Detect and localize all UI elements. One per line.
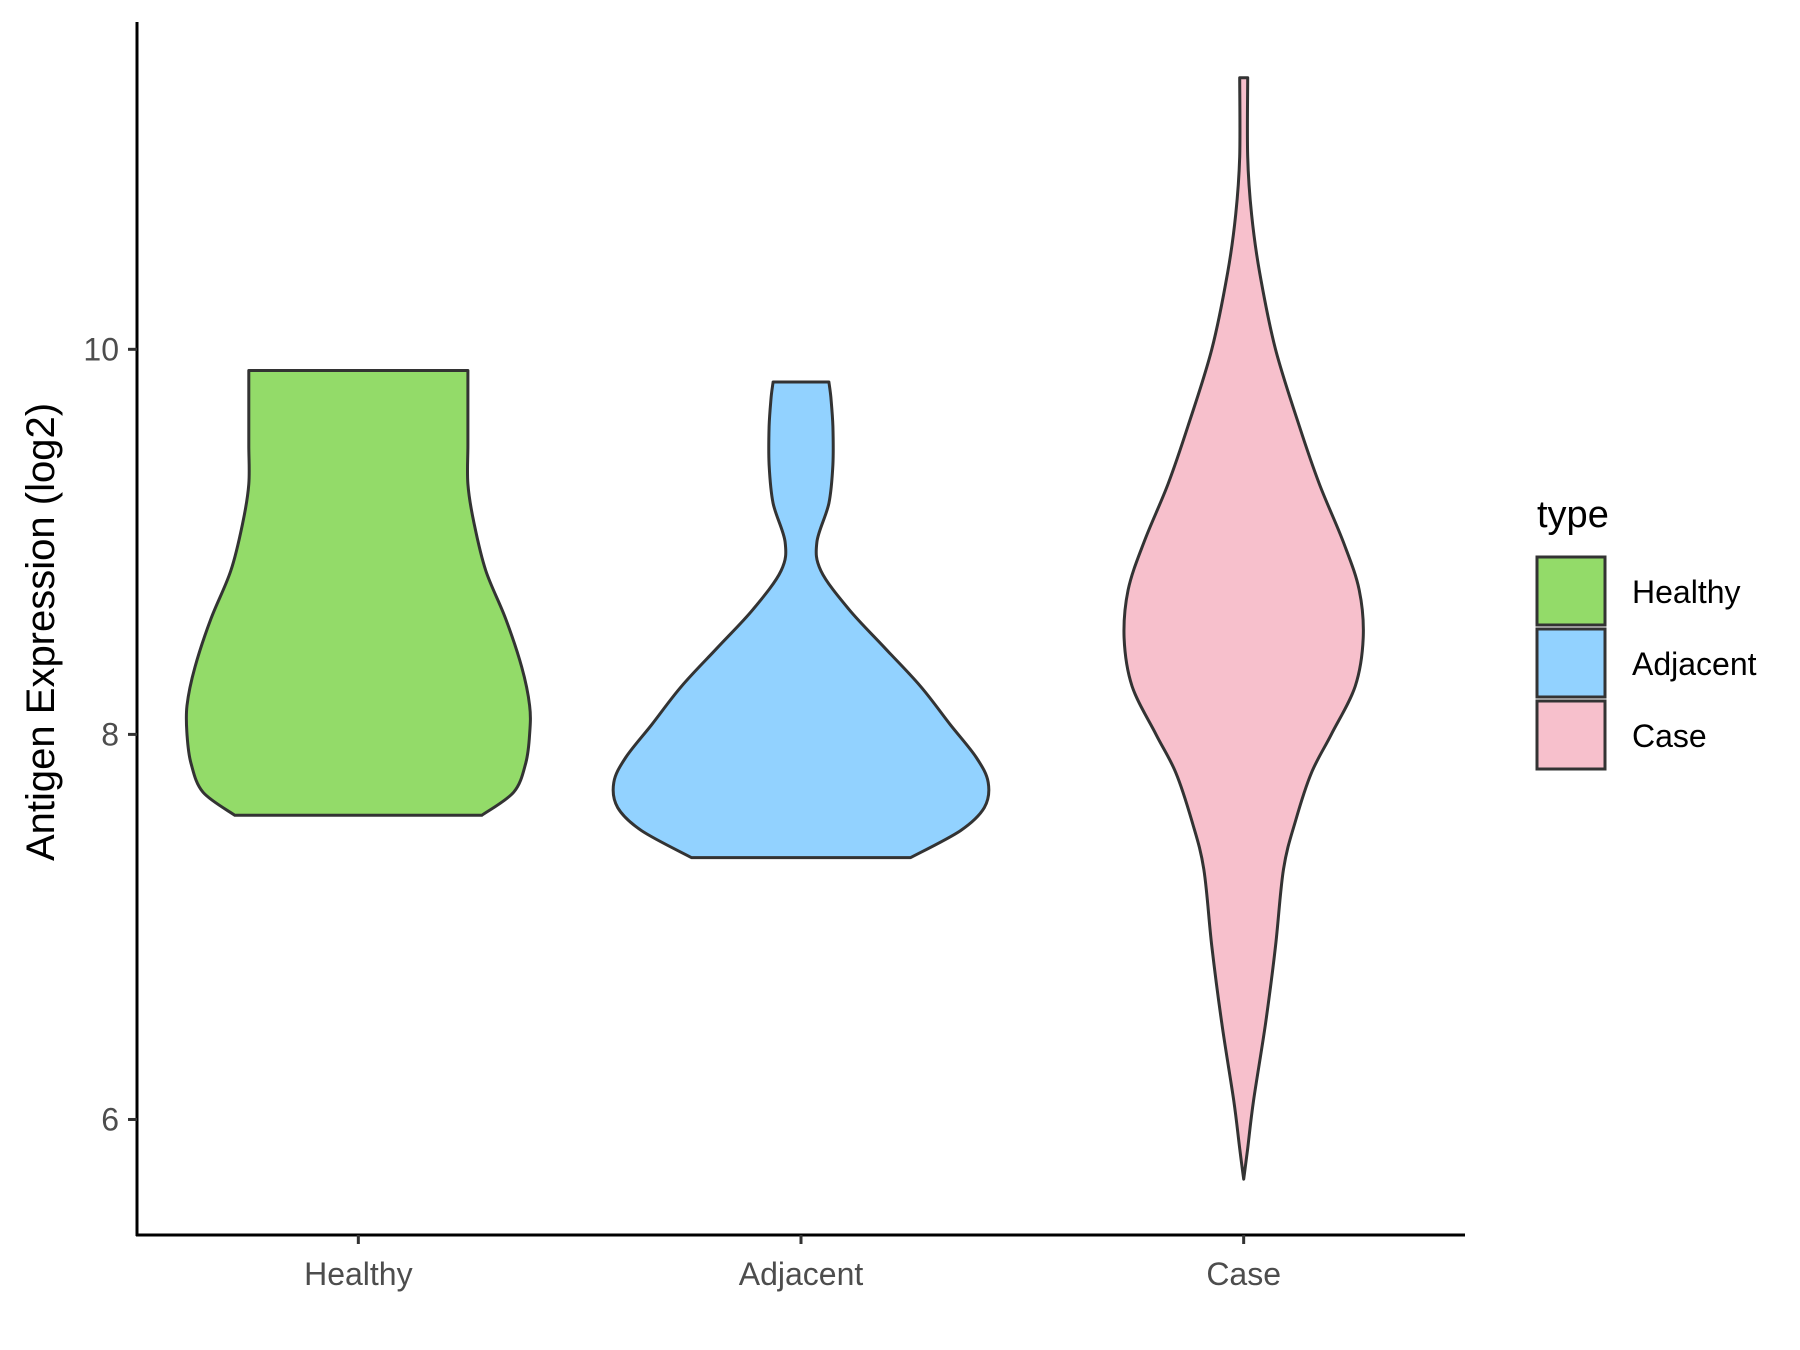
violin-healthy: [184, 369, 532, 817]
legend-key-healthy: [1535, 555, 1607, 627]
legend-entries: Healthy Adjacent Case: [1535, 555, 1757, 771]
x-axis-ticks: Healthy Adjacent Case: [304, 1235, 1281, 1292]
y-axis-title: Antigen Expression (log2): [19, 403, 63, 861]
legend-title: type: [1537, 494, 1609, 536]
y-axis-ticks: 6 8 10: [83, 331, 137, 1137]
legend-key-adjacent: [1535, 627, 1607, 699]
legend-label-case: Case: [1632, 718, 1707, 754]
violin-adjacent: [611, 380, 991, 860]
legend: type Healthy Adjacent Case: [1535, 494, 1757, 771]
x-tick-label: Case: [1206, 1256, 1281, 1292]
legend-key-case: [1535, 699, 1607, 771]
legend-label-healthy: Healthy: [1632, 574, 1741, 610]
violin-group: [184, 76, 1365, 1181]
x-tick-label: Adjacent: [739, 1256, 864, 1292]
y-tick-label: 10: [83, 331, 119, 367]
y-tick-label: 8: [101, 716, 119, 752]
y-tick-label: 6: [101, 1101, 119, 1137]
x-tick-label: Healthy: [304, 1256, 413, 1292]
legend-label-adjacent: Adjacent: [1632, 646, 1757, 682]
violin-case: [1122, 76, 1365, 1181]
